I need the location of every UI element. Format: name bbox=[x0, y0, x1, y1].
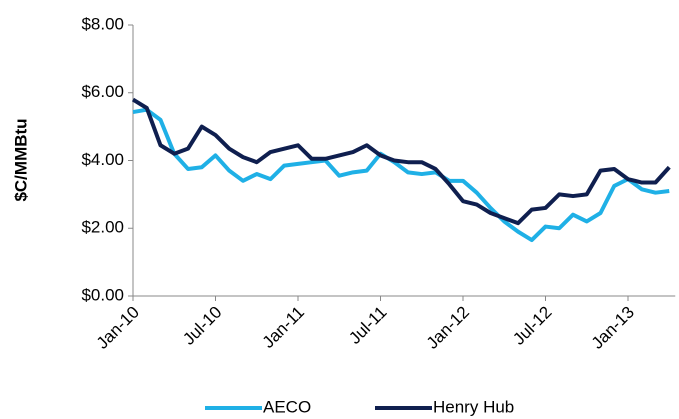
legend-label: AECO bbox=[263, 397, 311, 416]
y-tick-label: $4.00 bbox=[81, 150, 124, 169]
y-axis-label: $C/MMBtu bbox=[11, 118, 30, 201]
series-line bbox=[131, 97, 671, 226]
x-tick-label: Jan-11 bbox=[259, 303, 308, 352]
legend-label: Henry Hub bbox=[433, 397, 514, 416]
x-tick-label: Jul-10 bbox=[179, 303, 225, 349]
x-tick-label: Jan-13 bbox=[588, 303, 638, 353]
y-tick-label: $0.00 bbox=[81, 285, 124, 304]
y-tick-label: $6.00 bbox=[81, 82, 124, 101]
y-tick-label: $8.00 bbox=[81, 14, 124, 33]
x-tick-label: Jan-12 bbox=[423, 303, 473, 353]
x-tick-label: Jan-10 bbox=[93, 303, 143, 353]
series-line bbox=[132, 107, 670, 243]
x-tick-label: Jul-11 bbox=[345, 303, 390, 348]
x-tick-label: Jul-12 bbox=[509, 303, 555, 349]
y-tick-label: $2.00 bbox=[81, 218, 124, 237]
